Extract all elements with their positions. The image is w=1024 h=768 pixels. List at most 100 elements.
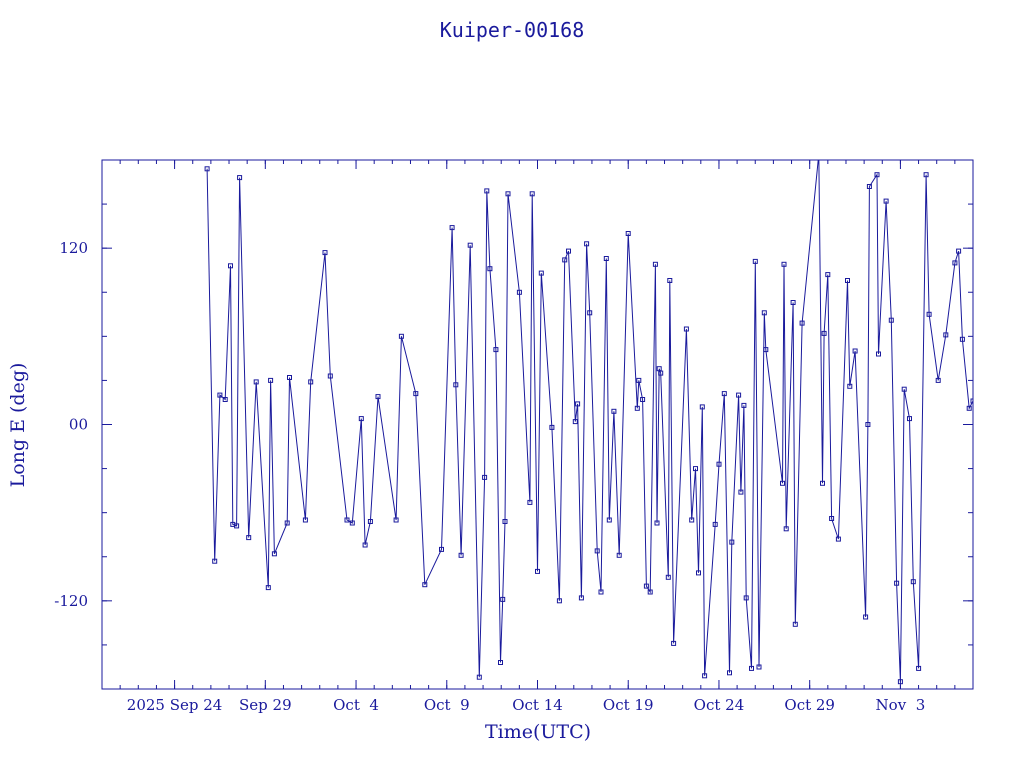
data-point [761,310,767,316]
data-point [693,466,698,472]
data-point [993,279,997,283]
data-point [398,333,404,339]
data-point [654,520,660,526]
data-point [527,499,533,505]
data-point [578,595,584,601]
data-point [647,589,653,595]
axis-ticks [102,160,973,689]
data-point [449,225,455,231]
data-point [916,665,922,671]
data-point [689,517,695,523]
data-point [572,419,578,425]
data-point [606,517,612,523]
data-point [212,558,218,564]
data-point [817,152,821,156]
data-point [1000,683,1004,687]
data-point [505,191,511,197]
data-point [783,526,789,532]
data-point [500,596,506,602]
chart-title: Kuiper-00168 [440,18,585,42]
data-point [575,401,581,407]
data-point [393,517,399,523]
data-point [643,583,649,589]
data-point [362,542,368,548]
data-point [835,536,841,542]
data-point [222,397,228,402]
data-point [716,461,722,467]
x-axis-label: Time(UTC) [485,721,591,743]
data-point [217,392,223,398]
y-tick-label: 120 [59,239,88,257]
data-point [439,546,444,552]
data-point [756,664,762,670]
data-point [287,375,292,380]
data-points [204,152,1004,687]
data-point [792,621,798,627]
data-point [907,416,912,422]
data-point [367,519,373,524]
data-point [863,614,869,620]
data-point [562,257,568,263]
data-point [603,256,609,261]
x-tick-label: Oct 19 [603,696,654,714]
data-point [829,516,835,521]
data-point [246,535,252,541]
data-point [616,552,622,558]
data-point [413,391,419,397]
data-point [658,370,664,376]
data-point [476,674,482,680]
data-point [237,175,243,181]
data-point [458,552,464,558]
data-point [538,270,544,276]
data-point [874,172,880,178]
data-point [498,660,503,665]
data-point [790,300,796,305]
data-point [535,568,540,574]
data-point [467,242,473,248]
data-point [966,405,972,411]
data-point [821,330,827,336]
data-point [566,248,571,254]
data-point [516,289,522,295]
data-point [852,348,858,354]
y-tick-label: 00 [69,416,88,434]
data-point [956,248,962,254]
data-point [482,474,488,480]
data-point [923,172,929,178]
data-point [985,333,989,337]
data-point [634,405,640,411]
data-point [959,336,965,342]
data-point [738,489,744,495]
data-point [665,574,671,580]
data-point [741,402,747,408]
data-point [453,382,459,388]
x-tick-label: Oct 9 [424,696,470,714]
data-point [980,251,984,255]
data-point [268,377,274,383]
data-point [556,598,562,604]
data-point [780,480,785,486]
data-point [493,347,499,353]
data-point [487,266,493,272]
x-tick-label: Sep 29 [239,696,292,714]
x-tick-label: Oct 24 [694,696,745,714]
data-point [322,250,328,256]
data-point [584,241,590,247]
data-point [876,351,881,357]
data-point [284,520,290,526]
data-point [636,377,642,383]
data-point [970,398,973,404]
data-point [625,231,631,236]
data-point [749,665,754,671]
series-line [206,160,973,682]
data-point [799,320,805,326]
data-point [781,261,787,267]
data-point [502,519,508,524]
data-point [901,386,907,392]
data-point [265,585,271,591]
data-point [696,570,701,576]
data-point [253,379,259,385]
data-point [883,198,889,204]
data-point [587,310,593,316]
data-point [888,317,894,323]
